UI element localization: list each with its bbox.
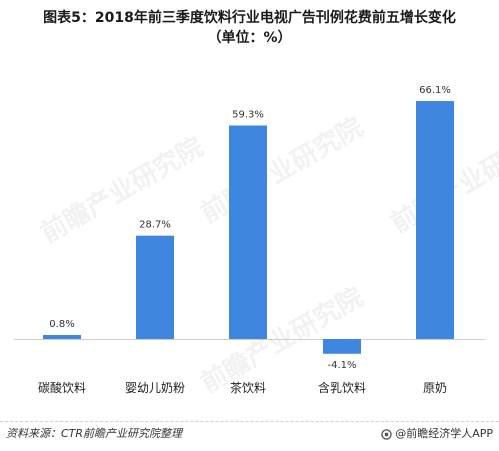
chart-title-block: 图表5：2018年前三季度饮料行业电视广告刊例花费前五增长变化 （单位：%）	[0, 8, 499, 48]
data-label-2: 28.7%	[139, 220, 171, 231]
data-label-5: 66.1%	[419, 85, 451, 96]
data-label-1: 0.8%	[49, 319, 74, 330]
data-label-3: 59.3%	[232, 110, 264, 121]
brand-logo-icon	[381, 428, 392, 440]
chart-subtitle: （单位：%）	[207, 30, 292, 46]
bar-1	[43, 335, 81, 339]
bar-3	[229, 125, 267, 340]
brand-credit-text: @前瞻经济学人APP	[395, 427, 493, 440]
bar-4	[323, 339, 361, 354]
bar-5	[416, 101, 454, 339]
category-label-4: 含乳饮料	[318, 380, 366, 395]
category-label-1: 碳酸饮料	[38, 380, 86, 395]
category-label-3: 茶饮料	[230, 380, 266, 395]
footer-divider	[0, 421, 499, 422]
category-label-5: 原奶	[423, 381, 447, 395]
category-label-2: 婴幼儿奶粉	[125, 381, 185, 395]
brand-credit: @前瞻经济学人APP	[381, 426, 493, 442]
source-note: 资料来源：CTR前瞻产业研究院整理	[6, 427, 183, 440]
bar-2	[136, 235, 174, 339]
data-label-4: -4.1%	[327, 360, 356, 371]
chart-title: 图表5：2018年前三季度饮料行业电视广告刊例花费前五增长变化	[43, 10, 456, 26]
